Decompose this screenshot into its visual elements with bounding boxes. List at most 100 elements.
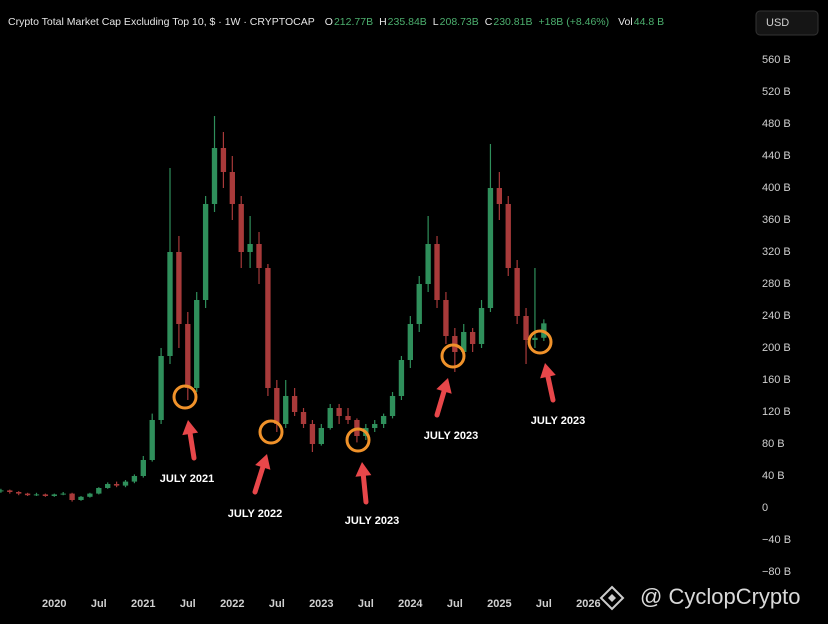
candle-body bbox=[202, 204, 209, 300]
arrow-shaft bbox=[187, 431, 197, 461]
candle-body bbox=[389, 396, 396, 416]
candle-body bbox=[51, 494, 57, 496]
candle-body bbox=[407, 324, 413, 360]
candle-body bbox=[24, 493, 31, 496]
candle-body bbox=[167, 252, 173, 356]
ohlc-key: C bbox=[485, 16, 493, 28]
change-value: +18B (+8.46%) bbox=[538, 16, 609, 28]
candle-body bbox=[461, 332, 467, 352]
ohlc-value: 208.73B bbox=[440, 16, 479, 28]
currency-label[interactable]: USD bbox=[766, 17, 789, 29]
x-tick-label: 2022 bbox=[220, 598, 244, 610]
y-tick-label: 240 B bbox=[762, 310, 791, 322]
candle-body bbox=[96, 488, 102, 494]
ohlc-value: 230.81B bbox=[493, 16, 532, 28]
y-tick-label: 80 B bbox=[762, 438, 785, 450]
candle-body bbox=[487, 188, 494, 308]
x-tick-label: Jul bbox=[269, 598, 285, 610]
candle-body bbox=[194, 300, 200, 388]
arrow-head bbox=[540, 363, 556, 379]
y-tick-label: 40 B bbox=[762, 470, 785, 482]
candle-body bbox=[291, 396, 298, 412]
candle-body bbox=[60, 493, 66, 495]
annotation-label: JULY 2023 bbox=[424, 430, 478, 442]
ohlc-key: H bbox=[379, 16, 387, 28]
currency-button[interactable] bbox=[755, 10, 819, 36]
candle-body bbox=[523, 316, 529, 340]
candle-body bbox=[514, 268, 520, 316]
volume-key: Vol bbox=[618, 16, 633, 28]
x-tick-label: Jul bbox=[358, 598, 374, 610]
candle-body bbox=[478, 308, 485, 344]
candle-body bbox=[256, 244, 262, 268]
candle-body bbox=[131, 476, 138, 482]
candle-body bbox=[229, 172, 235, 204]
watermark: @ CyclopCrypto bbox=[640, 584, 801, 609]
candle-body bbox=[274, 388, 280, 424]
ohlc-key: L bbox=[433, 16, 439, 28]
ohlc-value: 235.84B bbox=[388, 16, 427, 28]
candle-body bbox=[469, 332, 476, 344]
highlight-circle bbox=[345, 427, 371, 453]
y-tick-label: 0 bbox=[762, 502, 768, 514]
volume-value: 44.8 B bbox=[634, 16, 664, 28]
candle-body bbox=[336, 408, 342, 416]
arrow-head bbox=[182, 420, 199, 436]
y-tick-label: 160 B bbox=[762, 374, 791, 386]
candle-body bbox=[372, 424, 378, 428]
highlight-circle bbox=[527, 329, 553, 355]
x-tick-label: Jul bbox=[91, 598, 107, 610]
y-tick-label: −40 B bbox=[762, 534, 791, 546]
candle-body bbox=[398, 360, 405, 396]
candle-body bbox=[149, 420, 155, 460]
candle-body bbox=[185, 324, 191, 388]
ohlc-legend: O 212.77B H 235.84B L 208.73B C 230.81B +18B (+8… bbox=[325, 16, 664, 28]
x-tick-label: 2026 bbox=[576, 598, 600, 610]
candle-body bbox=[7, 490, 13, 492]
candle-body bbox=[158, 356, 164, 420]
candle-body bbox=[283, 396, 289, 424]
candle-body bbox=[309, 424, 316, 444]
watermark-logo bbox=[599, 585, 625, 611]
x-tick-label: Jul bbox=[180, 598, 196, 610]
candle-body bbox=[532, 337, 538, 340]
candle-body bbox=[380, 416, 387, 424]
candle-body bbox=[505, 204, 511, 268]
candle-body bbox=[425, 244, 431, 284]
annotation-label: JULY 2023 bbox=[531, 415, 585, 427]
candle-body bbox=[78, 496, 84, 500]
highlight-circle bbox=[172, 384, 198, 410]
ohlc-value: 212.77B bbox=[334, 16, 373, 28]
candle-body bbox=[113, 484, 120, 486]
candle-body bbox=[318, 428, 324, 444]
candle-body bbox=[176, 252, 182, 324]
candle-body bbox=[211, 148, 218, 204]
candle-body bbox=[105, 484, 111, 488]
x-tick-label: 2023 bbox=[309, 598, 333, 610]
candle-body bbox=[0, 490, 4, 492]
chart-title: Crypto Total Market Cap Excluding Top 10… bbox=[8, 16, 315, 28]
candle-body bbox=[300, 412, 307, 424]
highlight-circle bbox=[440, 343, 466, 369]
x-tick-label: 2021 bbox=[131, 598, 155, 610]
candle-body bbox=[33, 494, 40, 496]
annotation-label: JULY 2023 bbox=[345, 515, 399, 527]
arrow-head bbox=[255, 454, 271, 470]
y-tick-label: 120 B bbox=[762, 406, 791, 418]
candle-body bbox=[327, 408, 333, 428]
x-tick-label: Jul bbox=[447, 598, 463, 610]
y-tick-label: 280 B bbox=[762, 278, 791, 290]
candle-body bbox=[345, 416, 351, 420]
arrow-shaft bbox=[434, 388, 447, 418]
x-tick-label: 2020 bbox=[42, 598, 66, 610]
candle-body bbox=[496, 188, 503, 204]
highlight-circle bbox=[258, 419, 284, 445]
y-tick-label: 360 B bbox=[762, 214, 791, 226]
candle-body bbox=[247, 244, 253, 252]
y-tick-label: −80 B bbox=[762, 566, 791, 578]
x-tick-label: 2025 bbox=[487, 598, 511, 610]
candle-body bbox=[69, 493, 75, 500]
ohlc-key: O bbox=[325, 16, 333, 28]
